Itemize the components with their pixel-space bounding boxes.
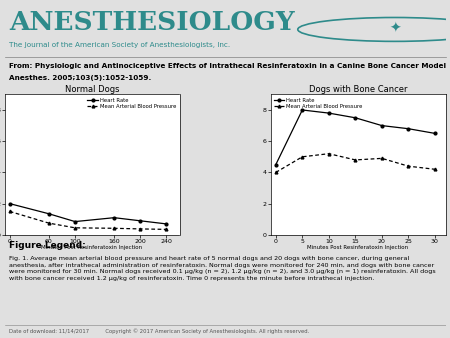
Text: Fig. 1. Average mean arterial blood pressure and heart rate of 5 normal dogs and: Fig. 1. Average mean arterial blood pres…: [9, 256, 436, 281]
Text: ANESTHESIOLOGY: ANESTHESIOLOGY: [9, 10, 295, 35]
Legend: Heart Rate, Mean Arterial Blood Pressure: Heart Rate, Mean Arterial Blood Pressure: [87, 97, 177, 109]
Legend: Heart Rate, Mean Arterial Blood Pressure: Heart Rate, Mean Arterial Blood Pressure: [273, 97, 363, 109]
X-axis label: Minutes Post Resinferatoxin Injection: Minutes Post Resinferatoxin Injection: [307, 245, 409, 250]
Text: From: Physiologic and Antinociceptive Effects of Intrathecal Resinferatoxin in a: From: Physiologic and Antinociceptive Ef…: [9, 63, 446, 69]
Text: The Journal of the American Society of Anesthesiologists, Inc.: The Journal of the American Society of A…: [9, 43, 230, 48]
Text: Anesthes. 2005;103(5):1052-1059.: Anesthes. 2005;103(5):1052-1059.: [9, 75, 151, 81]
Title: Normal Dogs: Normal Dogs: [65, 84, 119, 94]
Text: Date of download: 11/14/2017          Copyright © 2017 American Society of Anest: Date of download: 11/14/2017 Copyright ©…: [9, 328, 309, 334]
Text: Figure Legend:: Figure Legend:: [9, 241, 86, 250]
Title: Dogs with Bone Cancer: Dogs with Bone Cancer: [309, 84, 407, 94]
X-axis label: Minutes Post Resinferatoxin Injection: Minutes Post Resinferatoxin Injection: [41, 245, 143, 250]
Text: ✦: ✦: [389, 21, 400, 35]
